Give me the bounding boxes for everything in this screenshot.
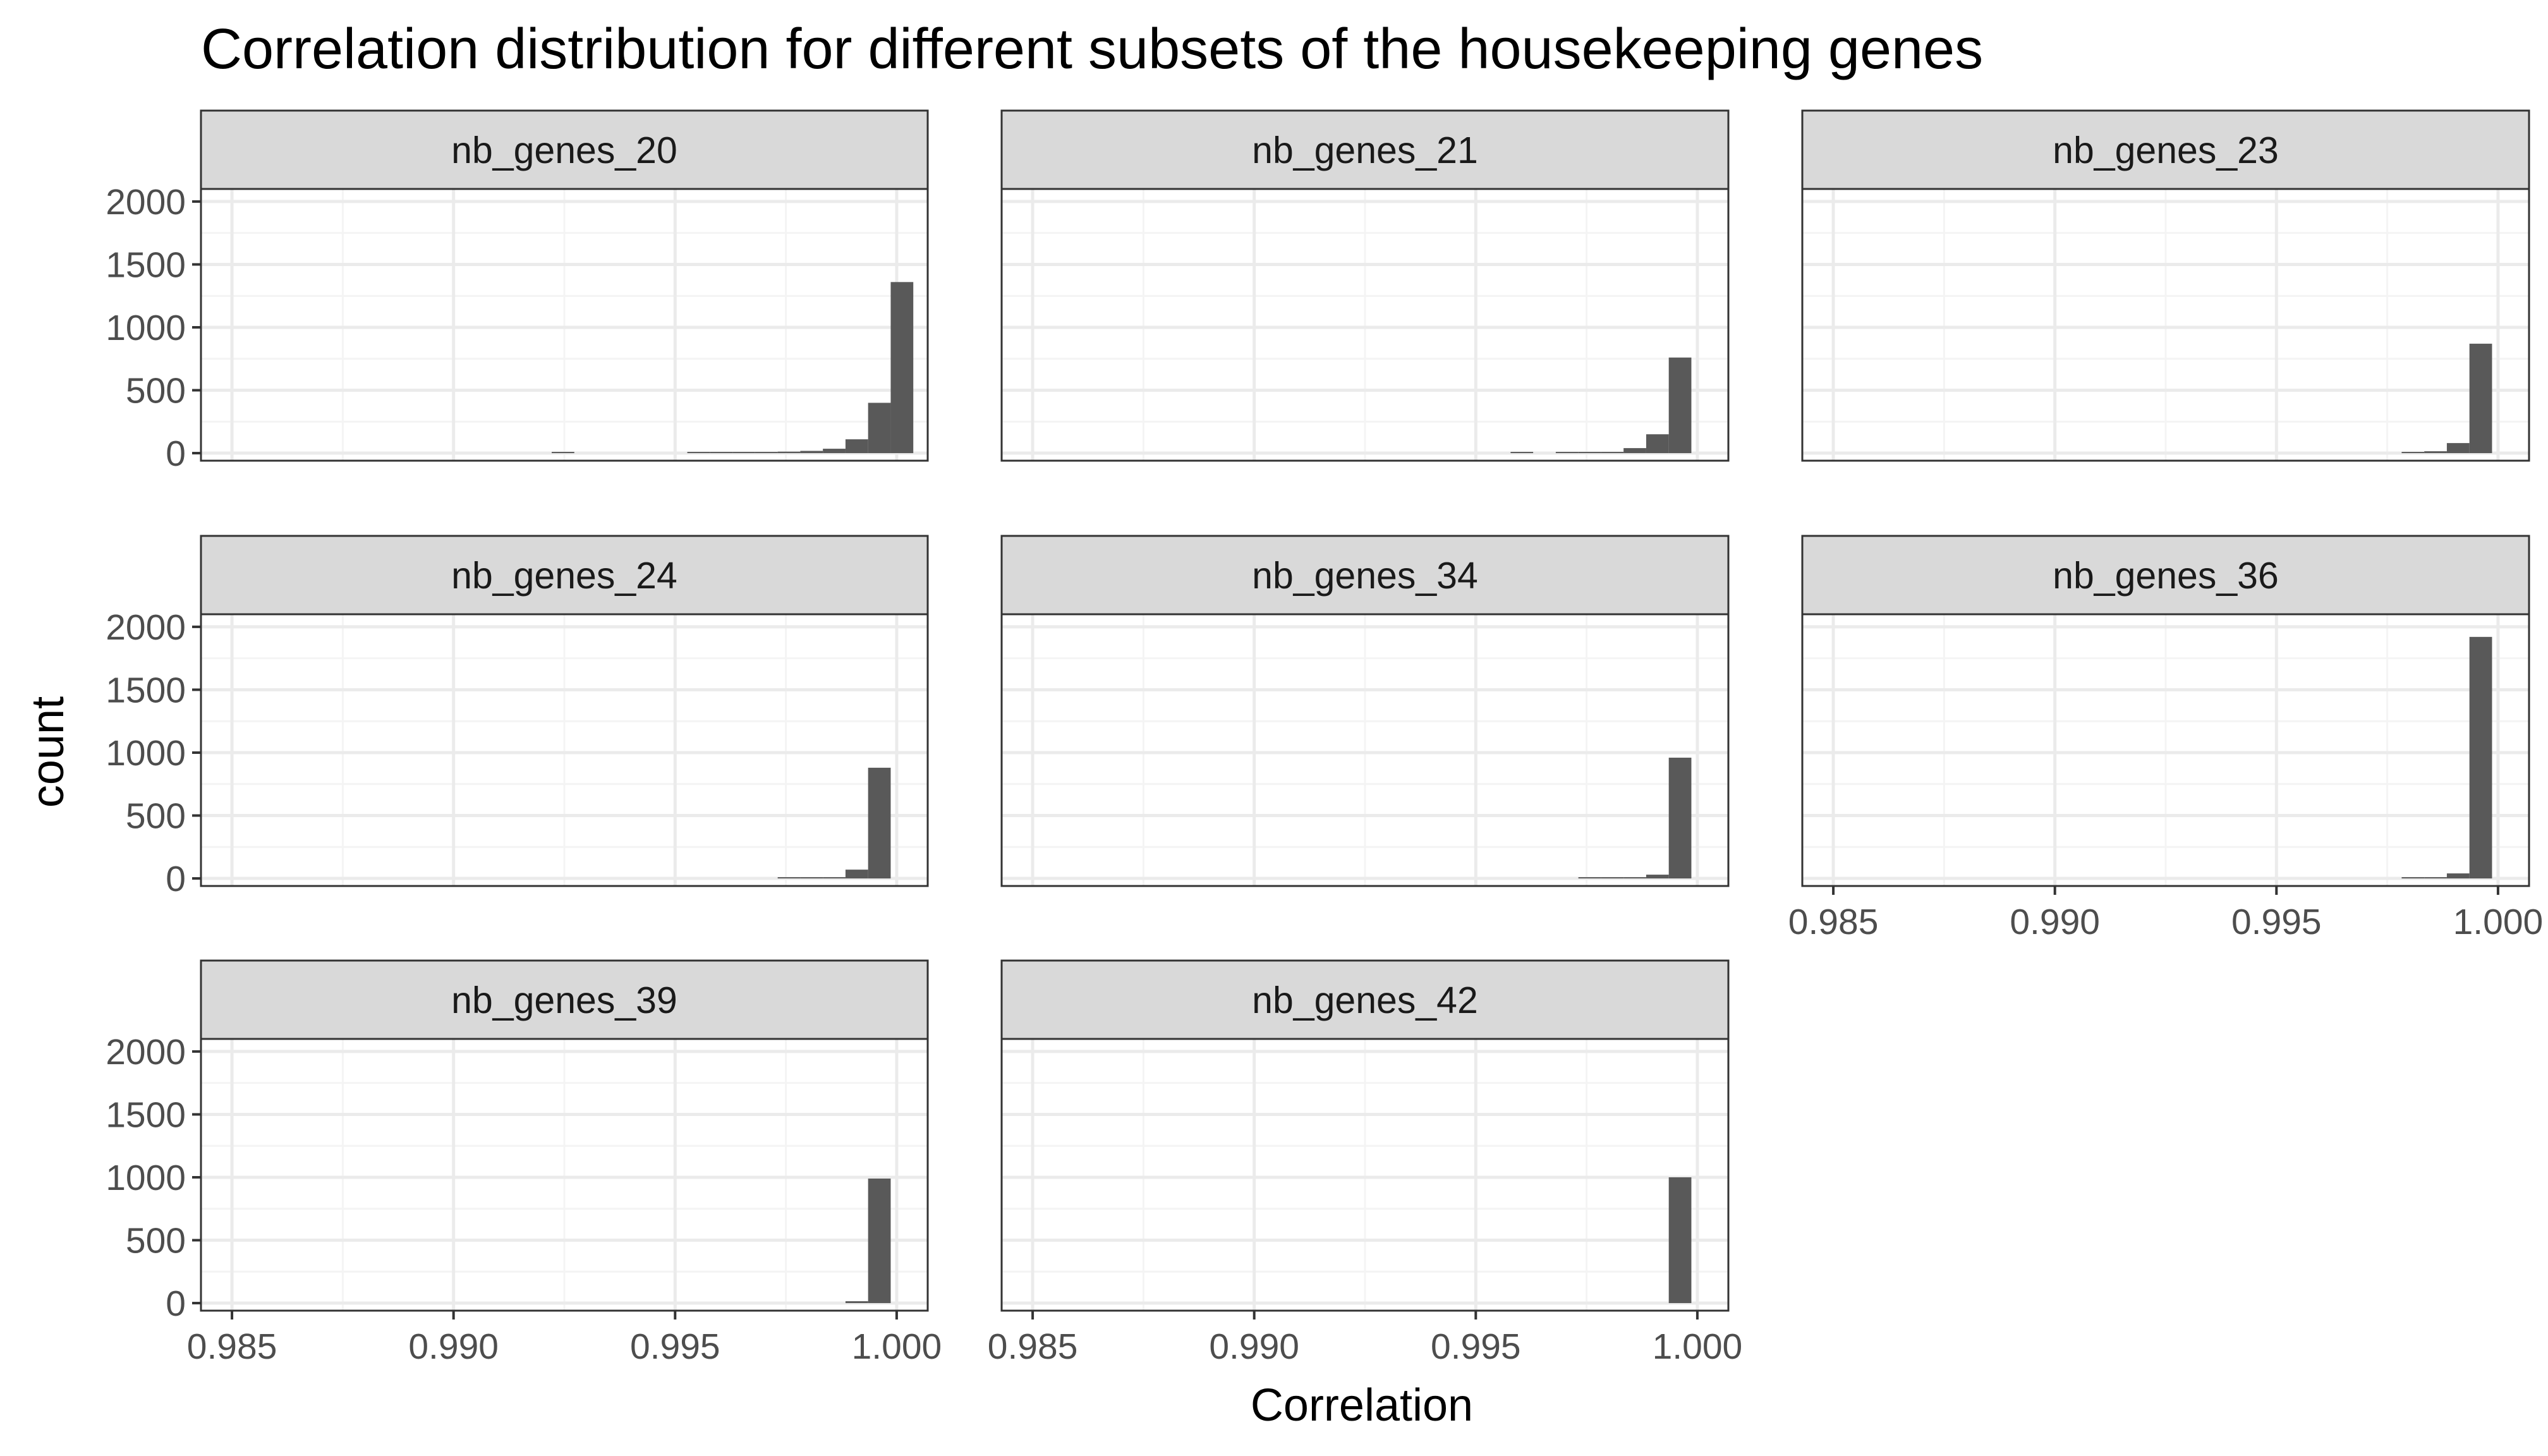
x-tick-label: 0.990	[408, 1326, 499, 1367]
x-tick-label: 0.985	[988, 1326, 1078, 1367]
histogram-bar	[2446, 443, 2470, 454]
y-tick-label: 1000	[106, 1158, 186, 1198]
histogram-bar	[1510, 452, 1534, 454]
y-tick-label: 1500	[106, 1095, 186, 1135]
y-tick-label: 1500	[106, 670, 186, 710]
histogram-bar	[755, 452, 778, 454]
histogram-bar	[2424, 877, 2447, 879]
histogram-bar	[1555, 452, 1579, 454]
histogram-bar	[732, 452, 755, 454]
histogram-bar	[1646, 434, 1669, 454]
histogram-bar	[552, 452, 574, 454]
facet-panel-nb_genes_20: nb_genes_20 0 500 1000 1500 2000	[106, 109, 929, 474]
histogram-bar	[2469, 636, 2492, 879]
histogram-bar	[710, 452, 733, 454]
chart-title: Correlation distribution for different s…	[201, 18, 1983, 81]
histogram-bar	[845, 870, 868, 879]
histogram-bar	[845, 439, 868, 454]
y-tick-label: 2000	[106, 182, 186, 222]
facet-strip-label: nb_genes_34	[1252, 555, 1478, 597]
histogram-bar	[1668, 757, 1692, 879]
histogram-bar	[823, 877, 846, 879]
x-tick-label: 1.000	[2453, 902, 2544, 942]
facet-strip	[1801, 109, 2530, 190]
y-tick-label: 500	[126, 796, 186, 837]
histogram-bar	[1668, 357, 1692, 454]
x-tick-label: 0.995	[1431, 1326, 1521, 1367]
facet-strip	[1000, 959, 1730, 1040]
histogram-bar	[1601, 877, 1624, 879]
facet-strip	[200, 109, 929, 190]
histogram-bar	[800, 877, 823, 879]
facet-strip-label: nb_genes_36	[2053, 555, 2279, 597]
facet-panel-nb_genes_39: nb_genes_39 0 500 1000 1500 2000 0.985 0.990 0.9…	[106, 959, 942, 1367]
facet-panel-nb_genes_36: nb_genes_36 0.985 0.990 0.995 1.000	[1788, 535, 2544, 942]
x-tick-label: 0.995	[2231, 902, 2322, 942]
histogram-bar	[777, 877, 801, 879]
y-tick-label: 500	[126, 1221, 186, 1261]
x-tick-label: 0.995	[630, 1326, 720, 1367]
facet-strip	[1000, 535, 1730, 616]
x-tick-label: 0.990	[2010, 902, 2100, 942]
histogram-bar	[823, 449, 846, 454]
facet-strip-label: nb_genes_39	[451, 980, 677, 1021]
histogram-bar	[2401, 452, 2425, 454]
y-tick-label: 1000	[106, 308, 186, 348]
x-tick-label: 0.990	[1209, 1326, 1299, 1367]
x-tick-label: 1.000	[852, 1326, 942, 1367]
histogram-bar	[800, 451, 823, 454]
facet-panel-nb_genes_21: nb_genes_21	[1000, 109, 1730, 462]
facet-panel-nb_genes_42: nb_genes_42 0.985 0.990 0.995 1.000	[988, 959, 1743, 1367]
histogram-bar	[1623, 877, 1646, 879]
y-tick-label: 2000	[106, 607, 186, 648]
histogram-bar	[890, 282, 914, 454]
facet-strip-label: nb_genes_21	[1252, 130, 1478, 171]
histogram-bar	[868, 1178, 891, 1304]
y-axis-title: count	[23, 696, 73, 808]
facet-strip	[200, 959, 929, 1040]
facet-strip-label: nb_genes_23	[2053, 130, 2279, 171]
y-tick-label: 500	[126, 371, 186, 411]
histogram-bar	[2424, 451, 2447, 454]
histogram-bar	[2401, 877, 2425, 879]
histogram-bar	[868, 403, 891, 454]
x-tick-label: 1.000	[1653, 1326, 1743, 1367]
y-tick-label: 1500	[106, 245, 186, 285]
facet-strip-label: nb_genes_24	[451, 555, 677, 597]
y-tick-label: 2000	[106, 1032, 186, 1072]
histogram-bar	[777, 451, 801, 454]
facet-panel-nb_genes_23: nb_genes_23	[1801, 109, 2530, 462]
histogram-bar	[1578, 452, 1601, 454]
facet-panel-nb_genes_24: nb_genes_24 0 500 1000 1500 2000	[106, 535, 929, 899]
histogram-bar	[868, 767, 891, 879]
histogram-bar	[687, 452, 710, 454]
y-tick-label: 0	[166, 434, 186, 474]
y-tick-label: 1000	[106, 733, 186, 774]
x-tick-label: 0.985	[1788, 902, 1879, 942]
histogram-bar	[845, 1301, 868, 1304]
histogram-bar	[1601, 452, 1624, 454]
x-axis-title: Correlation	[1251, 1380, 1473, 1431]
histogram-bar	[1668, 1177, 1692, 1304]
histogram-bar	[2446, 873, 2470, 879]
facet-strip-label: nb_genes_20	[451, 130, 677, 171]
facet-panel-nb_genes_34: nb_genes_34	[1000, 535, 1730, 887]
histogram-bar	[2469, 343, 2492, 454]
y-tick-label: 0	[166, 1283, 186, 1324]
x-tick-label: 0.985	[187, 1326, 277, 1367]
facet-strip	[1801, 535, 2530, 616]
facet-strip	[200, 535, 929, 616]
histogram-bar	[1578, 877, 1601, 879]
y-tick-label: 0	[166, 859, 186, 899]
histogram-bar	[1646, 875, 1669, 879]
histogram-bar	[1623, 448, 1646, 454]
facet-strip-label: nb_genes_42	[1252, 980, 1478, 1021]
facet-strip	[1000, 109, 1730, 190]
